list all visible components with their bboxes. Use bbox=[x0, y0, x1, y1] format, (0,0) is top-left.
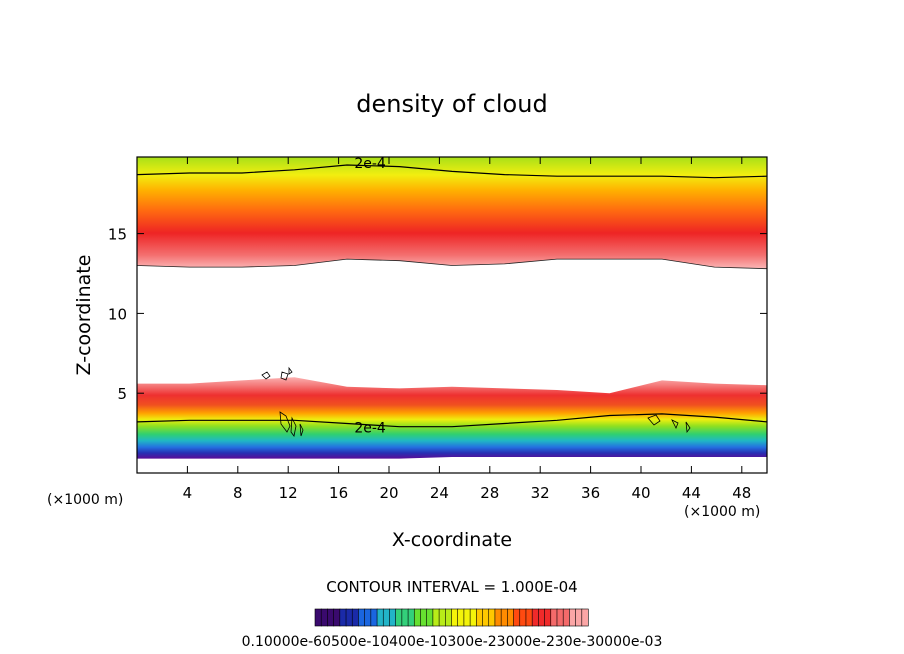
x-tick-label: 48 bbox=[732, 484, 751, 502]
colorbar-swatch bbox=[507, 608, 515, 627]
colorbar-swatch bbox=[364, 608, 372, 627]
y-axis-ticks: 5 10 15 bbox=[108, 226, 767, 403]
x-axis-label: X-coordinate bbox=[392, 529, 512, 551]
y-tick-label: 15 bbox=[108, 226, 127, 244]
colorbar-swatch bbox=[469, 608, 477, 627]
colorbar-swatch bbox=[500, 608, 508, 627]
upper-layer-base-edge bbox=[137, 258, 767, 270]
lower-contour-line bbox=[137, 413, 767, 428]
colorbar-swatch bbox=[370, 608, 378, 627]
colorbar-swatch bbox=[538, 608, 546, 627]
colorbar-swatch bbox=[395, 608, 403, 627]
colorbar-label: 0.10000e-60500e-10400e-10300e-23000e-230… bbox=[242, 634, 663, 650]
colorbar-swatch bbox=[575, 608, 583, 627]
colorbar-swatch bbox=[457, 608, 465, 627]
x-axis-ticks: 4 8 12 16 20 24 28 32 36 40 44 48 bbox=[183, 157, 751, 502]
y-axis-unit: (×1000 m) bbox=[47, 492, 123, 508]
colorbar-swatch bbox=[488, 608, 496, 627]
y-tick-label: 10 bbox=[108, 305, 127, 323]
colorbar-swatch bbox=[420, 608, 428, 627]
chart-title: density of cloud bbox=[356, 90, 547, 118]
x-tick-label: 16 bbox=[329, 484, 348, 502]
contour-label-lower: 2e-4 bbox=[354, 420, 386, 436]
colorbar-swatch bbox=[569, 608, 577, 627]
colorbar-swatch bbox=[314, 608, 322, 627]
colorbar-swatch bbox=[407, 608, 415, 627]
lower-noise-contours bbox=[261, 366, 691, 437]
colorbar-swatch bbox=[401, 608, 409, 627]
upper-cloud-layer bbox=[137, 157, 767, 269]
x-tick-label: 24 bbox=[430, 484, 449, 502]
colorbar-swatch bbox=[494, 608, 502, 627]
x-tick-label: 4 bbox=[183, 484, 193, 502]
colorbar-swatch bbox=[432, 608, 440, 627]
x-tick-label: 20 bbox=[379, 484, 398, 502]
colorbar-swatch bbox=[550, 608, 558, 627]
colorbar-swatch bbox=[389, 608, 397, 627]
plot-area bbox=[137, 157, 767, 459]
colorbar-swatch bbox=[376, 608, 384, 627]
colorbar-swatch bbox=[544, 608, 552, 627]
colorbar-swatch bbox=[519, 608, 527, 627]
y-tick-label: 5 bbox=[117, 385, 127, 403]
colorbar-swatch bbox=[525, 608, 533, 627]
x-tick-label: 32 bbox=[531, 484, 550, 502]
colorbar-swatch bbox=[444, 608, 453, 627]
colorbar-swatch bbox=[426, 608, 434, 627]
contour-interval-label: CONTOUR INTERVAL = 1.000E-04 bbox=[326, 578, 577, 596]
colorbar bbox=[314, 608, 589, 627]
colorbar-swatch bbox=[463, 608, 471, 627]
colorbar-swatch bbox=[351, 608, 360, 627]
plot-frame bbox=[136, 156, 768, 474]
colorbar-swatch bbox=[327, 608, 335, 627]
x-tick-label: 44 bbox=[682, 484, 701, 502]
colorbar-swatch bbox=[556, 608, 564, 627]
upper-contour-line bbox=[137, 164, 767, 179]
contour-label-upper: 2e-4 bbox=[354, 156, 386, 172]
x-tick-label: 40 bbox=[631, 484, 650, 502]
colorbar-swatch bbox=[531, 608, 539, 627]
colorbar-swatch bbox=[333, 608, 341, 627]
colorbar-swatch bbox=[339, 608, 347, 627]
x-axis-unit: (×1000 m) bbox=[684, 504, 760, 520]
colorbar-swatch bbox=[482, 608, 490, 627]
colorbar-swatch bbox=[413, 608, 422, 627]
x-tick-label: 8 bbox=[233, 484, 243, 502]
y-axis-label: Z-coordinate bbox=[73, 255, 95, 376]
colorbar-swatch bbox=[320, 608, 329, 627]
colorbar-swatch bbox=[581, 608, 589, 627]
colorbar-swatch bbox=[382, 608, 391, 627]
colorbar-swatch bbox=[345, 608, 353, 627]
colorbar-swatch bbox=[562, 608, 570, 627]
x-tick-label: 36 bbox=[581, 484, 600, 502]
colorbar-swatch bbox=[451, 608, 459, 627]
lower-cloud-layer bbox=[137, 377, 767, 459]
x-tick-label: 28 bbox=[480, 484, 499, 502]
colorbar-swatch bbox=[476, 608, 484, 627]
x-tick-label: 12 bbox=[279, 484, 298, 502]
colorbar-swatch bbox=[513, 608, 521, 627]
colorbar-swatch bbox=[438, 608, 446, 627]
colorbar-swatch bbox=[358, 608, 366, 627]
